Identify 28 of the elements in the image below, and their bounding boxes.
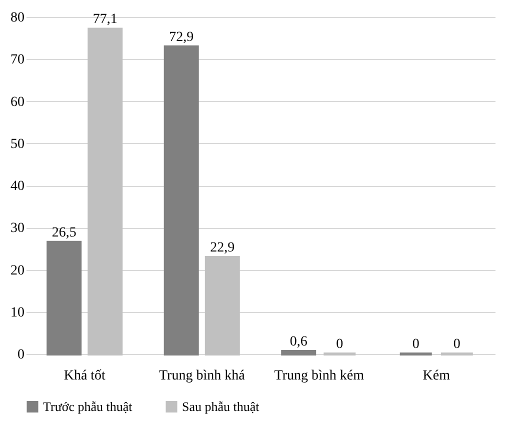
bar (88, 28, 123, 356)
y-tick-label: 40 (10, 179, 24, 194)
data-label: 0 (336, 337, 344, 352)
bar (164, 45, 199, 356)
bar (204, 256, 240, 356)
legend-label: Trước phẫu thuật (43, 398, 133, 414)
x-tick-label: Trung bình khá (158, 368, 246, 384)
bar (281, 350, 316, 356)
data-label: 22,9 (210, 240, 235, 256)
data-label: 0 (453, 337, 460, 352)
y-tick-label: 20 (10, 263, 24, 278)
data-label: 0 (412, 337, 420, 352)
y-tick-label: 10 (10, 305, 24, 320)
y-tick-label: 50 (10, 136, 24, 152)
x-tick-label: Khá tốt (64, 368, 106, 384)
bar (46, 240, 82, 356)
data-label: 77,1 (92, 12, 118, 28)
x-tick-label: Kém (422, 368, 450, 384)
data-label: 0,6 (290, 334, 308, 350)
y-tick-label: 80 (10, 10, 24, 26)
y-tick-label: 0 (18, 348, 24, 362)
y-tick-label: 30 (10, 221, 24, 236)
data-label: 72,9 (169, 30, 194, 45)
y-tick-label: 60 (10, 94, 24, 110)
data-label: 26,5 (52, 225, 76, 240)
legend-label: Sau phẫu thuật (182, 398, 260, 414)
x-tick-label: Trung bình kém (274, 368, 364, 384)
y-tick-label: 70 (10, 52, 24, 68)
